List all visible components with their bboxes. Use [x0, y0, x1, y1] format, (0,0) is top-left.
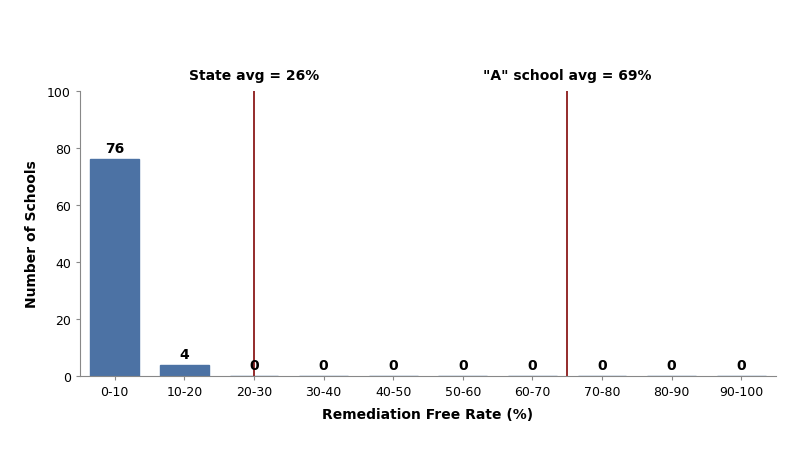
- X-axis label: Remediation Free Rate (%): Remediation Free Rate (%): [322, 407, 534, 420]
- Text: "A" school avg = 69%: "A" school avg = 69%: [483, 69, 651, 83]
- Text: 0: 0: [318, 358, 329, 372]
- Text: 0: 0: [388, 358, 398, 372]
- Bar: [160, 365, 209, 376]
- Text: State avg = 26%: State avg = 26%: [189, 69, 319, 83]
- Text: 0: 0: [458, 358, 468, 372]
- Text: 76: 76: [105, 142, 125, 156]
- Text: 4: 4: [179, 347, 190, 361]
- Bar: [90, 160, 139, 376]
- Text: 0: 0: [527, 358, 538, 372]
- Text: 0: 0: [249, 358, 259, 372]
- Text: 0: 0: [597, 358, 607, 372]
- Y-axis label: Number of Schools: Number of Schools: [25, 160, 38, 308]
- Text: 0: 0: [736, 358, 746, 372]
- Text: 0: 0: [666, 358, 677, 372]
